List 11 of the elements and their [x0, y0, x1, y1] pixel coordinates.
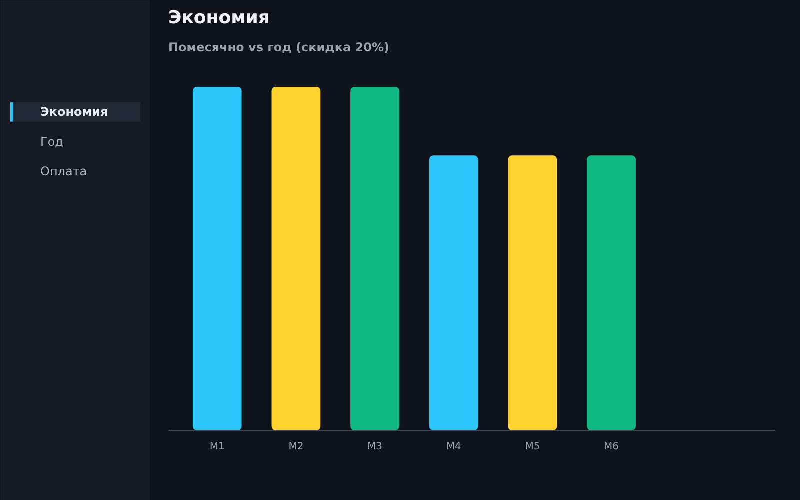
chart-subtitle: Помесячно vs год (скидка 20%) [168, 40, 390, 54]
text: Экономия [40, 105, 108, 120]
x-tick-label: M1 [210, 442, 225, 452]
text: Оплата [40, 164, 88, 179]
text: Год [40, 134, 64, 149]
x-tick-label: M6 [604, 442, 620, 452]
x-tick-label: M3 [368, 442, 383, 452]
x-tick-label: M5 [525, 442, 540, 452]
chart-title: Экономия [168, 8, 270, 28]
x-tick-label: M2 [288, 442, 304, 452]
x-tick-label: M4 [446, 442, 462, 452]
